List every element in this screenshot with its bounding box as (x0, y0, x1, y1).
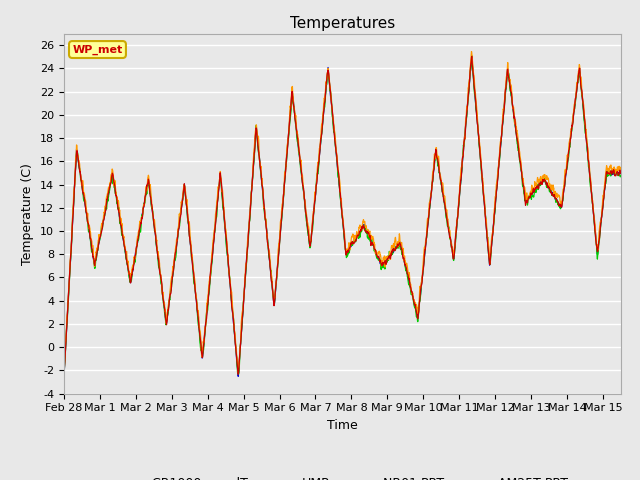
AM25T PRT (316, 144, 324, 150)
AM25T PRT (499, 117, 507, 123)
AM25T PRT (331, 137, 339, 143)
HMP (617, 165, 625, 170)
CR1000 panelT (617, 170, 625, 176)
Title: Temperatures: Temperatures (290, 16, 395, 31)
NR01 PRT (60, 372, 68, 378)
NR01 PRT (316, 144, 324, 150)
Line: HMP: HMP (64, 51, 621, 375)
AM25T PRT (234, 373, 242, 379)
NR01 PRT (601, 187, 609, 192)
NR01 PRT (601, 184, 609, 190)
CR1000 panelT (601, 185, 609, 191)
CR1000 panelT (468, 54, 476, 60)
Line: AM25T PRT: AM25T PRT (64, 57, 621, 376)
HMP (499, 114, 506, 120)
CR1000 panelT (234, 372, 242, 377)
CR1000 panelT (602, 182, 609, 188)
HMP (88, 243, 96, 249)
NR01 PRT (331, 133, 339, 139)
Legend: CR1000 panelT, HMP, NR01 PRT, AM25T PRT: CR1000 panelT, HMP, NR01 PRT, AM25T PRT (112, 472, 573, 480)
HMP (601, 178, 609, 183)
Line: CR1000 panelT: CR1000 panelT (64, 57, 621, 374)
Text: WP_met: WP_met (72, 44, 123, 55)
X-axis label: Time: Time (327, 419, 358, 432)
HMP (468, 48, 476, 54)
CR1000 panelT (316, 142, 324, 147)
AM25T PRT (88, 248, 96, 254)
NR01 PRT (88, 247, 96, 252)
CR1000 panelT (331, 139, 339, 144)
NR01 PRT (468, 53, 476, 59)
HMP (316, 143, 324, 149)
HMP (331, 129, 339, 135)
CR1000 panelT (88, 250, 96, 255)
AM25T PRT (601, 184, 609, 190)
NR01 PRT (617, 173, 625, 179)
Y-axis label: Temperature (C): Temperature (C) (22, 163, 35, 264)
Line: NR01 PRT: NR01 PRT (64, 56, 621, 375)
AM25T PRT (602, 181, 609, 187)
AM25T PRT (60, 373, 68, 379)
CR1000 panelT (60, 371, 68, 377)
NR01 PRT (499, 120, 506, 126)
CR1000 panelT (499, 117, 507, 122)
AM25T PRT (617, 170, 625, 176)
HMP (60, 372, 68, 378)
HMP (601, 181, 609, 187)
AM25T PRT (468, 54, 476, 60)
